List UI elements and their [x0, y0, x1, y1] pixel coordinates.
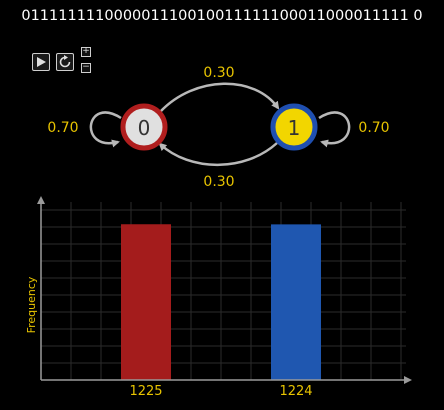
x-axis-arrow [404, 376, 412, 384]
zoom-out-button[interactable]: − [81, 62, 91, 73]
reset-button[interactable] [56, 53, 74, 71]
prob-0-to-1: 0.30 [203, 65, 234, 81]
y-axis-label: Frequency [25, 276, 38, 333]
frequency-chart: 1225 1224 Frequency [25, 196, 412, 399]
state-0-circle[interactable] [120, 103, 168, 151]
play-icon [37, 57, 46, 67]
prob-1-to-1: 0.70 [358, 120, 389, 136]
x-tick-label-0: 1225 [129, 384, 162, 399]
y-axis-arrow [37, 196, 45, 204]
state-1-label: 1 [288, 116, 301, 140]
self-loop-1 [318, 111, 351, 148]
transition-1-to-0 [158, 142, 278, 167]
sequence-text: 0111111110000011100100111111000110000111… [21, 8, 423, 24]
chart-x-labels: 1225 1224 [129, 384, 312, 399]
chart-bars [121, 224, 321, 380]
prob-1-to-0: 0.30 [203, 174, 234, 190]
play-button[interactable] [32, 53, 50, 71]
x-tick-label-1: 1224 [279, 384, 312, 399]
bar-0 [121, 224, 171, 380]
markov-diagram: 0 1 0.30 0.30 0.70 0.70 [47, 65, 389, 190]
zoom-in-button[interactable]: + [81, 46, 91, 57]
state-0-label: 0 [138, 116, 151, 140]
self-loop-0 [89, 111, 122, 148]
prob-0-to-0: 0.70 [47, 120, 78, 136]
bar-1 [271, 224, 321, 380]
transition-0-to-1 [159, 82, 280, 113]
chart-grid [41, 202, 406, 380]
state-1-circle[interactable] [270, 103, 318, 151]
reset-icon [59, 55, 71, 68]
